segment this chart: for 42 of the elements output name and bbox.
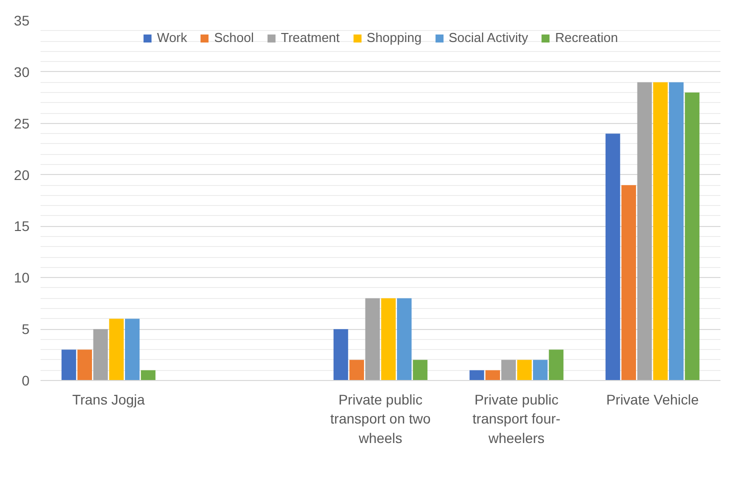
bar (533, 360, 548, 380)
y-tick-label: 35 (14, 12, 30, 28)
legend-label: Social Activity (448, 30, 528, 45)
bar (381, 298, 396, 380)
bar (517, 360, 532, 380)
legend-label: Treatment (280, 30, 340, 45)
bar (365, 298, 380, 380)
bar (470, 370, 484, 380)
y-tick-label: 30 (14, 64, 30, 80)
bar (637, 82, 652, 380)
x-tick-label: Private Vehicle (606, 392, 700, 408)
bar (62, 350, 76, 380)
y-tick-label: 20 (14, 166, 30, 183)
bar (397, 298, 412, 380)
y-tick-label: 0 (22, 372, 30, 388)
bar (501, 360, 516, 380)
legend-label: Shopping (366, 30, 422, 45)
bar (548, 350, 564, 380)
bar (653, 82, 668, 380)
y-tick-label: 15 (14, 218, 30, 234)
bar (349, 360, 364, 380)
bar (334, 329, 348, 380)
y-tick-label: 10 (14, 270, 30, 286)
bar (485, 370, 500, 380)
legend-label: School (214, 30, 254, 45)
y-tick-label: 25 (14, 115, 30, 132)
bar (140, 370, 156, 380)
bar (93, 329, 108, 380)
x-tick-label: Private public transport on two wheels (330, 392, 431, 446)
legend-label: Recreation (555, 30, 618, 45)
bar (109, 318, 124, 380)
y-tick-label: 5 (22, 321, 30, 338)
x-tick-label: Trans Jogja (72, 392, 146, 408)
bar (77, 350, 92, 380)
bar (621, 185, 636, 380)
x-tick-label: Private public transport four-wheelers (472, 392, 561, 446)
bar (606, 134, 620, 380)
bar (669, 82, 684, 380)
bar (412, 360, 428, 380)
bar (684, 92, 700, 380)
bar (125, 318, 140, 380)
legend-label: Work (157, 30, 188, 45)
